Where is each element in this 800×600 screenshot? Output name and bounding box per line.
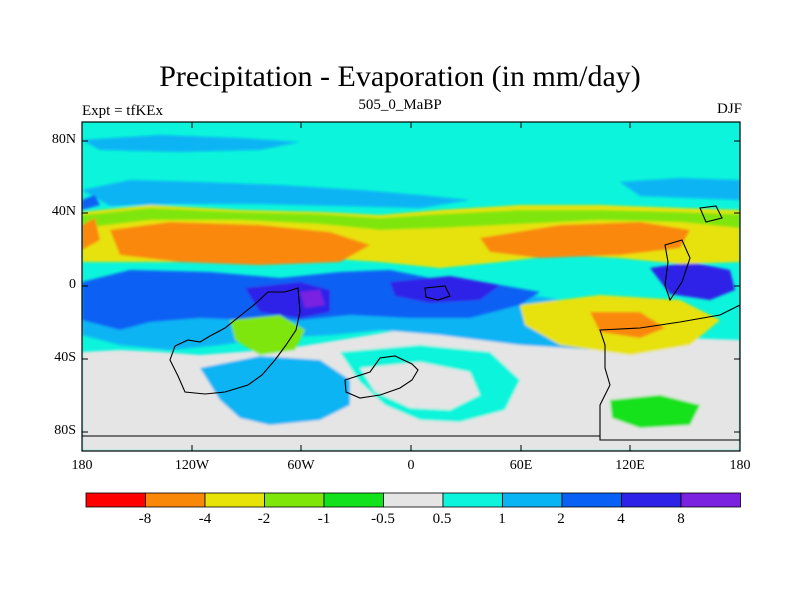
lon-label-120w: 120W [174,458,210,473]
coastlines [82,205,740,441]
colorbar-swatch [442,492,503,508]
plot-title: Precipitation - Evaporation (in mm/day) [159,60,641,93]
field-light-wet-storm-track [82,180,470,208]
lon-label-60e: 60E [509,458,533,473]
lon-label-180e: 180 [729,458,751,473]
colorbar-swatch [145,492,206,508]
colorbar-swatch [621,492,682,508]
lat-label-80n: 80N [51,132,76,147]
field-dry-core-asia [480,222,690,258]
field-wet-core-east [650,262,735,300]
season-label: DJF [716,101,742,117]
field-light-dry-north [82,208,740,230]
coastline-south-america [169,287,301,395]
colorbar-swatch [502,492,563,508]
colorbar-label: 2 [557,511,565,527]
map-field [82,122,740,451]
colorbar [85,492,741,508]
lat-label-40n: 40N [51,204,76,219]
field-wet-core-america [245,282,330,318]
lon-label-180w: 180 [71,458,93,473]
colorbar-label: -1 [317,511,331,527]
colorbar-swatch [680,492,741,508]
lon-label-120e: 120E [615,458,645,473]
colorbar-swatch [383,492,444,508]
colorbar-label: -8 [138,511,152,527]
axis-ticks [82,122,740,451]
field-neutral-swirl-center [360,362,480,410]
coastline-east-landmass [599,304,740,441]
field-strong-wet-core [300,290,325,308]
lon-label-60w: 60W [287,458,315,473]
colorbar-label: -4 [198,511,212,527]
field-dry-core-south [590,312,665,338]
colorbar-swatch [323,492,384,508]
lat-label-40s: 40S [54,350,76,365]
field-dry-core-pacific [110,222,370,265]
field-light-wet-east [620,178,740,200]
colorbar-label: -0.5 [371,511,395,527]
field-wet-core-atlantic [390,276,500,303]
lat-label-80s: 80S [54,423,76,438]
colorbar-label: 1 [498,511,506,527]
field-wet-swirl-pacific [200,356,350,425]
field-dry-core-west [82,218,100,250]
coastline-northeast-island [699,205,723,223]
plot-subtitle: 505_0_MaBP [358,97,442,113]
coastline-small-island [424,285,451,301]
colorbar-label: -2 [257,511,271,527]
field-light-wet-arctic [82,135,300,152]
experiment-label: Expt = tfKEx [82,103,163,119]
lat-label-eq: 0 [69,277,76,292]
field-slight-dry-australia [610,395,700,428]
colorbar-swatch [204,492,265,508]
colorbar-swatch [561,492,622,508]
coastline-east-peninsula [664,239,691,302]
colorbar-label: 4 [617,511,625,527]
colorbar-swatch [264,492,325,508]
colorbar-label: 8 [677,511,685,527]
colorbar-label: 0.5 [432,511,452,527]
colorbar-swatch [85,492,146,508]
field-moderate-wet-west [82,195,100,210]
lon-label-0: 0 [407,458,415,473]
coastline-south-island [344,355,419,399]
